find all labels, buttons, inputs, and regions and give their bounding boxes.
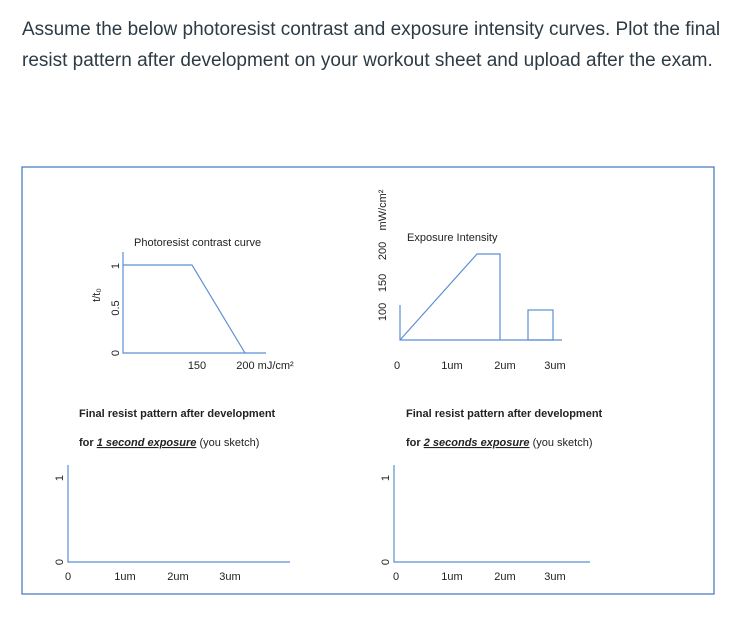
y-tick-label: 150 xyxy=(377,274,389,292)
panel-title: Final resist pattern after development xyxy=(79,408,276,420)
axes xyxy=(122,252,266,354)
y-tick-label: 0.5 xyxy=(110,300,122,315)
y-tick-label: 0 xyxy=(54,559,66,565)
axes xyxy=(67,465,290,563)
panel-title: Exposure Intensity xyxy=(407,232,498,244)
question: Assume the below photoresist contrast an… xyxy=(22,19,721,71)
figure-border xyxy=(21,166,715,595)
y-tick-label: 200 xyxy=(377,242,389,260)
x-tick-label: 3um xyxy=(219,571,240,583)
panel-title: Photoresist contrast curve xyxy=(134,237,261,249)
y-tick-label: 0 xyxy=(110,350,122,356)
x-tick-label: 2um xyxy=(494,360,515,372)
y-tick-label: 1 xyxy=(54,475,66,481)
subtitle-emphasis: 1 second exposure xyxy=(97,437,197,449)
y-tick-label: 1 xyxy=(110,263,122,269)
panel-subtitle: for 2 seconds exposure (you sketch) xyxy=(406,437,593,449)
y-label: mW/cm² xyxy=(377,189,389,230)
x-tick-label: 3um xyxy=(544,360,565,372)
panel-title: Final resist pattern after development xyxy=(406,408,603,420)
y-tick-label: 1 xyxy=(380,475,392,481)
x-tick-label: 0 xyxy=(393,571,399,583)
x-tick-label: 1um xyxy=(441,360,462,372)
x-tick-label: 200 mJ/cm² xyxy=(236,360,294,372)
axes xyxy=(393,465,590,563)
panel-subtitle: for 1 second exposure (you sketch) xyxy=(79,437,259,449)
y-tick-label: 0 xyxy=(380,559,392,565)
x-tick-label: 2um xyxy=(167,571,188,583)
x-tick-label: 2um xyxy=(494,571,515,583)
curve xyxy=(399,253,501,341)
subtitle-prefix: for xyxy=(79,437,94,449)
subtitle-prefix: for xyxy=(406,437,421,449)
x-tick-label: 0 xyxy=(65,571,71,583)
curve xyxy=(123,264,246,354)
y-label: t/t₀ xyxy=(91,288,103,302)
x-tick-label: 0 xyxy=(394,360,400,372)
x-tick-label: 3um xyxy=(544,571,565,583)
subtitle-suffix: (you sketch) xyxy=(533,437,593,449)
subtitle-emphasis: 2 seconds exposure xyxy=(423,437,530,449)
subtitle-suffix: (you sketch) xyxy=(199,437,259,449)
curve xyxy=(527,309,554,341)
x-tick-label: 1um xyxy=(114,571,135,583)
y-tick-label: 100 xyxy=(377,303,389,321)
x-tick-label: 150 xyxy=(188,360,206,372)
x-tick-label: 1um xyxy=(441,571,462,583)
